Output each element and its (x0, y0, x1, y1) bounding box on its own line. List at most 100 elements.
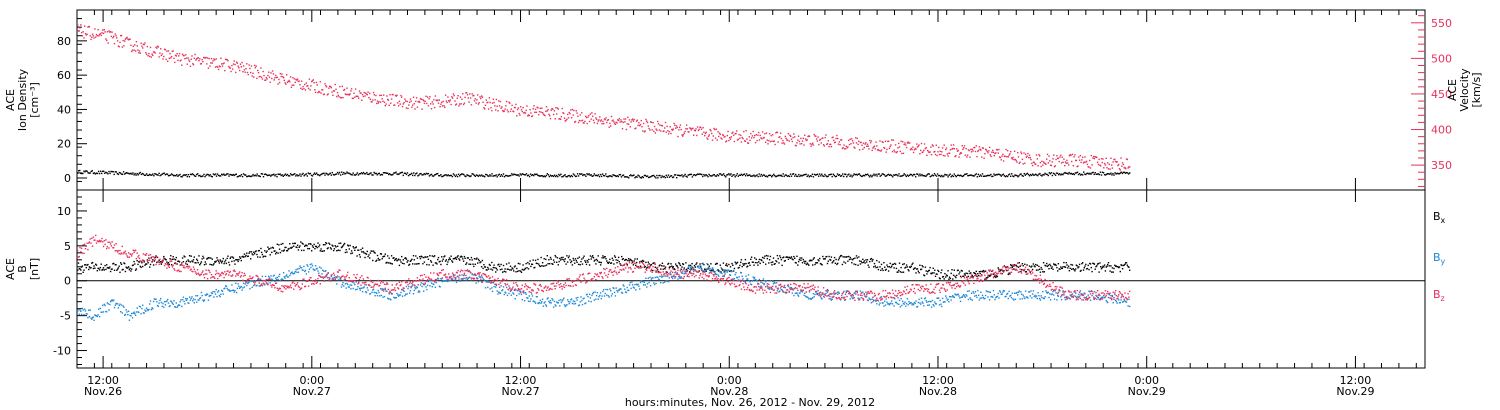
density-point (264, 173, 267, 175)
by-point (1002, 289, 1005, 292)
bx-point (703, 263, 705, 266)
density-point (89, 172, 91, 174)
velocity-point (966, 156, 968, 158)
density-point (227, 173, 229, 175)
bx-point (383, 255, 385, 258)
by-point (795, 292, 797, 294)
bx-point (363, 252, 365, 254)
density-point (640, 177, 642, 179)
velocity-point (161, 53, 163, 55)
bx-point (160, 263, 163, 265)
by-point (124, 313, 127, 316)
velocity-point (547, 108, 549, 111)
bx-point (244, 255, 246, 258)
density-point (559, 174, 561, 177)
by-point (653, 282, 655, 284)
density-point (843, 175, 845, 178)
by-point (545, 304, 547, 306)
by-point (845, 290, 847, 292)
bx-point (383, 255, 386, 257)
density-point (539, 175, 541, 177)
density-point (322, 172, 324, 175)
bx-point (974, 272, 976, 274)
velocity-point (874, 148, 876, 150)
by-point (806, 296, 808, 298)
density-point (526, 175, 529, 177)
by-point (721, 272, 723, 275)
density-point (664, 176, 666, 179)
density-point (952, 175, 954, 178)
bx-point (289, 243, 291, 245)
by-point (80, 313, 83, 316)
velocity-point (1045, 163, 1047, 165)
bx-point (923, 274, 925, 276)
bx-point (191, 260, 193, 262)
bx-point (331, 244, 333, 246)
by-point (209, 294, 211, 297)
by-point (129, 314, 131, 317)
by-point (348, 286, 350, 288)
velocity-point (354, 88, 357, 90)
bx-point (689, 271, 691, 273)
bx-point (567, 256, 570, 259)
bx-point (790, 256, 793, 258)
bx-point (127, 266, 130, 268)
by-point (350, 288, 352, 290)
velocity-point (639, 123, 642, 126)
velocity-point (1035, 154, 1038, 156)
by-point (682, 268, 685, 271)
velocity-point (125, 37, 127, 39)
velocity-axis-label: Velocity (1458, 68, 1471, 112)
velocity-point (625, 128, 628, 131)
by-point (152, 308, 154, 310)
bx-point (327, 247, 329, 249)
bx-point (474, 263, 476, 265)
density-point (287, 175, 290, 177)
velocity-point (572, 114, 574, 116)
velocity-point (648, 127, 650, 130)
velocity-point (1106, 167, 1108, 169)
bx-point (774, 263, 776, 265)
bx-point (1021, 263, 1024, 265)
velocity-point (397, 105, 400, 107)
density-point (591, 175, 593, 177)
by-point (999, 290, 1001, 292)
velocity-point (404, 98, 406, 100)
density-point (637, 174, 639, 176)
velocity-point (210, 57, 213, 60)
bx-point (776, 260, 778, 263)
velocity-point (1111, 164, 1113, 166)
by-point (896, 303, 898, 305)
density-point (252, 173, 254, 176)
density-point (383, 172, 386, 174)
density-point (160, 174, 162, 176)
bx-point (195, 262, 197, 264)
velocity-point (390, 102, 392, 104)
by-point (620, 288, 622, 290)
density-point (697, 173, 700, 175)
velocity-point (401, 96, 403, 98)
by-point (217, 291, 219, 293)
velocity-point (333, 90, 336, 92)
by-point (718, 270, 721, 273)
density-point (351, 174, 353, 176)
bx-point (874, 265, 876, 267)
bx-point (613, 255, 616, 257)
by-point (498, 292, 501, 294)
velocity-point (742, 137, 744, 140)
by-point (496, 290, 498, 292)
bx-point (649, 264, 652, 266)
by-point (783, 286, 786, 288)
density-point (361, 173, 364, 175)
bx-point (1118, 266, 1121, 268)
velocity-point (413, 103, 415, 105)
bx-point (1049, 265, 1052, 267)
velocity-point (813, 133, 815, 136)
density-point (975, 173, 977, 175)
velocity-point (351, 97, 354, 100)
by-point (829, 295, 831, 298)
bx-point (513, 266, 516, 268)
bx-point (647, 261, 649, 263)
bx-point (508, 262, 510, 264)
velocity-point (421, 108, 423, 110)
